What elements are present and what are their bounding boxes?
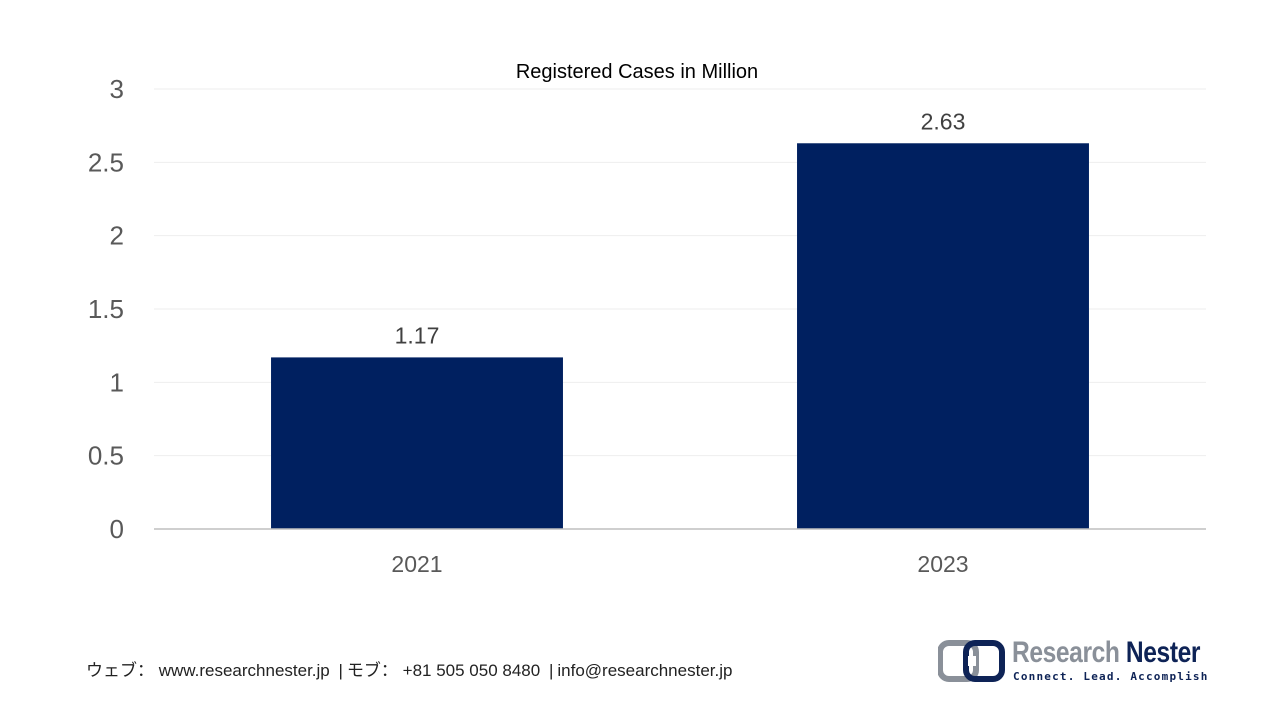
bar-2021 xyxy=(271,357,563,529)
footer-web-url[interactable]: www.researchnester.jp xyxy=(158,661,330,680)
research-nester-logo-mark-icon xyxy=(938,640,1005,682)
data-label-2023: 2.63 xyxy=(921,108,966,134)
x-tick-label-2021: 2021 xyxy=(391,551,442,577)
y-tick-label: 0 xyxy=(110,514,124,544)
y-axis-tick-labels: 0 0.5 1 1.5 2 2.5 3 xyxy=(88,74,124,544)
footer-phone-label: モブ： xyxy=(346,661,398,680)
y-tick-label: 1 xyxy=(110,367,124,397)
footer-separator: | xyxy=(338,661,343,680)
y-tick-label: 0.5 xyxy=(88,441,124,471)
logo-wordmark: Research Nester xyxy=(1012,636,1200,670)
x-axis-tick-labels: 2021 2023 xyxy=(391,551,968,577)
bars xyxy=(271,143,1089,529)
y-tick-label: 2.5 xyxy=(88,147,124,177)
footer-email[interactable]: info@researchnester.jp xyxy=(557,661,733,680)
y-tick-label: 1.5 xyxy=(88,294,124,324)
footer-contact-info: ウェブ： www.researchnester.jp | モブ： +81 505 … xyxy=(86,656,732,681)
x-tick-label-2023: 2023 xyxy=(917,551,968,577)
logo-tagline: Connect. Lead. Accomplish xyxy=(1013,670,1209,683)
research-nester-logo: Research Nester Connect. Lead. Accomplis… xyxy=(938,636,1209,686)
y-tick-label: 2 xyxy=(110,221,124,251)
data-labels: 1.17 2.63 xyxy=(395,108,966,348)
logo-name-research: Research xyxy=(1012,636,1120,669)
data-label-2021: 1.17 xyxy=(395,322,440,348)
bar-chart: Registered Cases in Million 0 0.5 1 1.5 2 2.5… xyxy=(88,61,1206,577)
footer-web-label: ウェブ： xyxy=(86,661,154,680)
y-tick-label: 3 xyxy=(110,74,124,104)
logo-name-nester: Nester xyxy=(1125,636,1201,669)
footer-phone: +81 505 050 8480 xyxy=(402,661,541,680)
chart-title: Registered Cases in Million xyxy=(516,61,758,83)
bar-2023 xyxy=(797,143,1089,529)
footer-separator: | xyxy=(548,661,554,680)
